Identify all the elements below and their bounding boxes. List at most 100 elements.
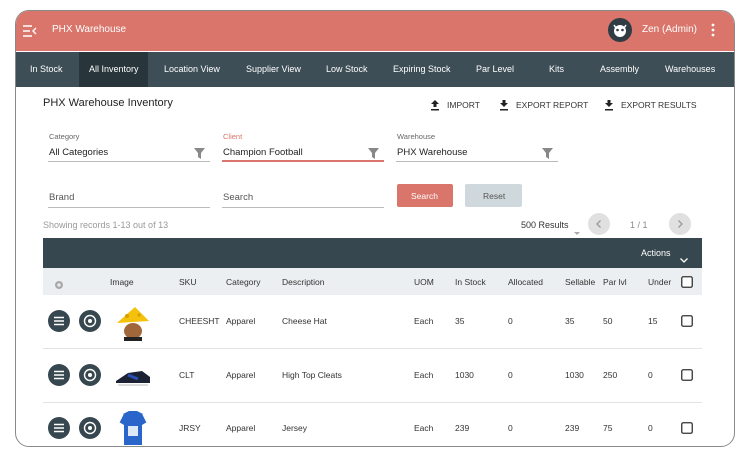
table-cell: 239: [455, 423, 470, 433]
filter-icon[interactable]: [368, 146, 379, 159]
settings-icon-glyph: [55, 281, 63, 289]
action-button[interactable]: EXPORT REPORT: [516, 100, 589, 110]
row-menu-button[interactable]: [48, 310, 70, 332]
action-button[interactable]: EXPORT RESULTS: [621, 100, 697, 110]
search-button-label: Search: [411, 191, 438, 201]
dropdown-caret-glyph: [574, 232, 580, 235]
table-toolbar: [43, 238, 702, 268]
app-window: PHX Warehouse Zen (Admin) In Stock All Inve…: [15, 10, 735, 447]
table-cell: 1030: [565, 370, 584, 380]
actions-chevron[interactable]: [680, 250, 688, 263]
more-menu-glyph: [711, 23, 715, 37]
tab[interactable]: All Inventory: [89, 64, 139, 74]
product-image: [113, 408, 153, 446]
download-icon[interactable]: [604, 98, 614, 111]
tab[interactable]: Par Level: [476, 64, 515, 74]
active-tab: [79, 52, 148, 87]
reset-button[interactable]: [465, 184, 522, 207]
select-all-checkbox-glyph: [681, 276, 693, 288]
table-cell: 0: [508, 316, 513, 326]
menu-button[interactable]: [23, 24, 37, 37]
filter-label: Category: [49, 132, 80, 141]
prev-page[interactable]: [588, 213, 610, 235]
tab[interactable]: Supplier View: [246, 64, 301, 74]
column-header: Category: [226, 277, 261, 287]
dropdown-caret[interactable]: [574, 223, 580, 235]
actions-chevron-glyph: [680, 258, 688, 263]
row-menu-button-glyph: [48, 310, 70, 332]
table-cell: JRSY: [179, 423, 201, 433]
row-divider: [43, 348, 702, 349]
table-cell: High Top Cleats: [282, 370, 342, 380]
column-header: UOM: [414, 277, 434, 287]
avatar-glyph: [608, 18, 632, 42]
filter-underline: [222, 160, 384, 162]
row-menu-button[interactable]: [48, 417, 70, 439]
page-title: PHX Warehouse Inventory: [43, 97, 173, 109]
actions-menu[interactable]: Actions: [641, 248, 671, 258]
tab[interactable]: Warehouses: [665, 64, 716, 74]
download-icon[interactable]: [499, 98, 509, 111]
column-header: Par lvl: [603, 277, 627, 287]
filter-value[interactable]: All Categories: [49, 147, 109, 158]
column-header: Allocated: [508, 277, 543, 287]
filter-icon-glyph: [368, 148, 379, 159]
row-checkbox-glyph: [681, 422, 693, 434]
table-cell: Each: [414, 423, 434, 433]
filter-value[interactable]: Champion Football: [223, 147, 303, 158]
product-image-glyph: [117, 307, 149, 341]
row-locate-button-glyph: [79, 364, 101, 386]
product-image: [113, 355, 153, 395]
filter-label: Client: [223, 132, 243, 141]
row-checkbox[interactable]: [681, 421, 693, 434]
tab[interactable]: Location View: [164, 64, 220, 74]
page-size-select[interactable]: 500 Results: [521, 220, 569, 230]
row-checkbox-glyph: [681, 315, 693, 327]
column-header: Image: [110, 277, 134, 287]
row-menu-button-glyph: [48, 417, 70, 439]
next-page[interactable]: [669, 213, 691, 235]
row-checkbox[interactable]: [681, 314, 693, 327]
row-locate-button[interactable]: [79, 364, 101, 386]
search-field[interactable]: Search: [223, 192, 254, 203]
prev-page-glyph: [588, 213, 610, 235]
field-underline: [48, 207, 210, 208]
table-cell: Each: [414, 370, 434, 380]
row-locate-button[interactable]: [79, 310, 101, 332]
table-cell: 35: [455, 316, 465, 326]
filter-underline: [396, 161, 558, 162]
action-button[interactable]: IMPORT: [447, 100, 480, 110]
filter-icon-glyph: [542, 148, 553, 159]
filter-label: Warehouse: [397, 132, 436, 141]
field-underline: [222, 207, 384, 208]
search-button[interactable]: [397, 184, 453, 207]
avatar[interactable]: [608, 18, 632, 42]
download-icon-glyph: [605, 100, 613, 111]
menu-button-glyph: [23, 25, 37, 37]
select-all-checkbox[interactable]: [681, 275, 693, 288]
table-cell: Jersey: [282, 423, 308, 433]
tab[interactable]: Kits: [549, 64, 565, 74]
row-locate-button-glyph: [79, 417, 101, 439]
tab[interactable]: Expiring Stock: [393, 64, 451, 74]
column-header: Description: [282, 277, 325, 287]
tab[interactable]: In Stock: [30, 64, 63, 74]
table-cell: Cheese Hat: [282, 316, 327, 326]
filter-icon[interactable]: [542, 146, 553, 159]
row-menu-button[interactable]: [48, 364, 70, 386]
row-checkbox[interactable]: [681, 368, 693, 381]
user-name[interactable]: Zen (Admin): [642, 24, 698, 35]
tab[interactable]: Assembly: [600, 64, 640, 74]
tab[interactable]: Low Stock: [326, 64, 368, 74]
filter-value[interactable]: PHX Warehouse: [397, 147, 468, 158]
upload-icon[interactable]: [430, 98, 440, 111]
filter-icon[interactable]: [194, 146, 205, 159]
row-locate-button[interactable]: [79, 417, 101, 439]
table-cell: CHEESHT: [179, 316, 220, 326]
row-locate-button-glyph: [79, 310, 101, 332]
more-menu[interactable]: [710, 23, 716, 37]
table-cell: 50: [603, 316, 613, 326]
search-field[interactable]: Brand: [49, 192, 75, 203]
settings-icon[interactable]: [54, 277, 64, 289]
